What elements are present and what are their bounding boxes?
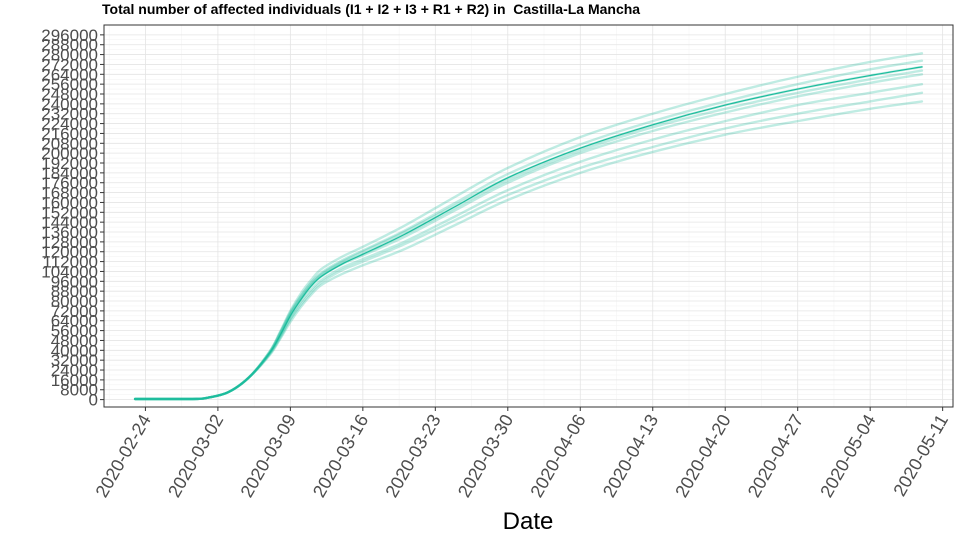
series-line <box>134 66 923 400</box>
x-tick-label: 2020-04-20 <box>671 411 734 501</box>
y-tick-label: 232000 <box>41 105 98 124</box>
grid-minor <box>104 25 953 407</box>
y-tick-label: 280000 <box>41 46 98 65</box>
x-tick-label: 2020-03-09 <box>236 411 299 501</box>
y-tick-label: 288000 <box>41 36 98 55</box>
y-tick-label: 96000 <box>51 272 98 291</box>
y-tick-label: 8000 <box>60 381 98 400</box>
y-tick-label: 216000 <box>41 124 98 143</box>
y-tick-label: 88000 <box>51 282 98 301</box>
y-tick-label: 0 <box>89 391 98 410</box>
plot-background <box>104 25 953 407</box>
y-tick-label: 56000 <box>51 322 98 341</box>
y-tick-label: 248000 <box>41 85 98 104</box>
x-axis-label: Date <box>503 508 554 535</box>
y-tick-label: 264000 <box>41 65 98 84</box>
y-tick-label: 200000 <box>41 144 98 163</box>
y-tick-label: 296000 <box>41 26 98 45</box>
x-tick-label: 2020-02-24 <box>92 411 155 501</box>
x-tick-label: 2020-03-02 <box>164 411 227 501</box>
y-tick-label: 168000 <box>41 184 98 203</box>
y-tick-label: 24000 <box>51 361 98 380</box>
y-tick-label: 48000 <box>51 331 98 350</box>
series-group <box>133 52 924 401</box>
y-tick-label: 32000 <box>51 351 98 370</box>
y-tick-label: 40000 <box>51 341 98 360</box>
y-tick-label: 136000 <box>41 223 98 242</box>
y-tick-label: 104000 <box>41 262 98 281</box>
y-tick-label: 112000 <box>43 253 98 272</box>
x-tick-label: 2020-05-11 <box>889 411 952 500</box>
y-tick-label: 64000 <box>51 312 98 331</box>
x-tick-label: 2020-05-04 <box>816 411 879 501</box>
y-tick-label: 72000 <box>51 302 98 321</box>
y-tick-label: 256000 <box>41 75 98 94</box>
x-tick-label: 2020-04-06 <box>526 411 589 501</box>
y-tick-label: 192000 <box>41 154 98 173</box>
y-tick-label: 272000 <box>41 55 98 74</box>
x-tick-label: 2020-04-13 <box>599 411 662 501</box>
y-tick-label: 16000 <box>51 371 98 390</box>
x-tick-label: 2020-03-23 <box>381 411 444 501</box>
y-tick-label: 176000 <box>41 174 98 193</box>
y-tick-label: 80000 <box>51 292 98 311</box>
y-tick-label: 160000 <box>41 193 98 212</box>
y-tick-label: 152000 <box>41 203 98 222</box>
y-tick-label: 120000 <box>41 243 98 262</box>
x-tick-label: 2020-03-30 <box>454 411 517 501</box>
x-axis: 2020-02-24 2020-03-02 2020-03-09 2020-03-16… <box>92 407 952 501</box>
y-tick-label: 128000 <box>41 233 98 252</box>
y-tick-label: 144000 <box>41 213 98 232</box>
y-tick-label: 184000 <box>41 164 98 183</box>
y-tick-label: 208000 <box>41 134 98 153</box>
plot-border <box>103 24 954 408</box>
y-tick-label: 224000 <box>41 115 98 134</box>
y-axis: 0800016000240003200040000480005600064000… <box>41 26 104 410</box>
x-tick-label: 2020-04-27 <box>744 411 807 501</box>
x-tick-label: 2020-03-16 <box>309 411 372 501</box>
chart-title: Total number of affected individuals (I1… <box>102 1 641 17</box>
grid-major <box>104 25 953 407</box>
y-tick-label: 240000 <box>41 95 98 114</box>
